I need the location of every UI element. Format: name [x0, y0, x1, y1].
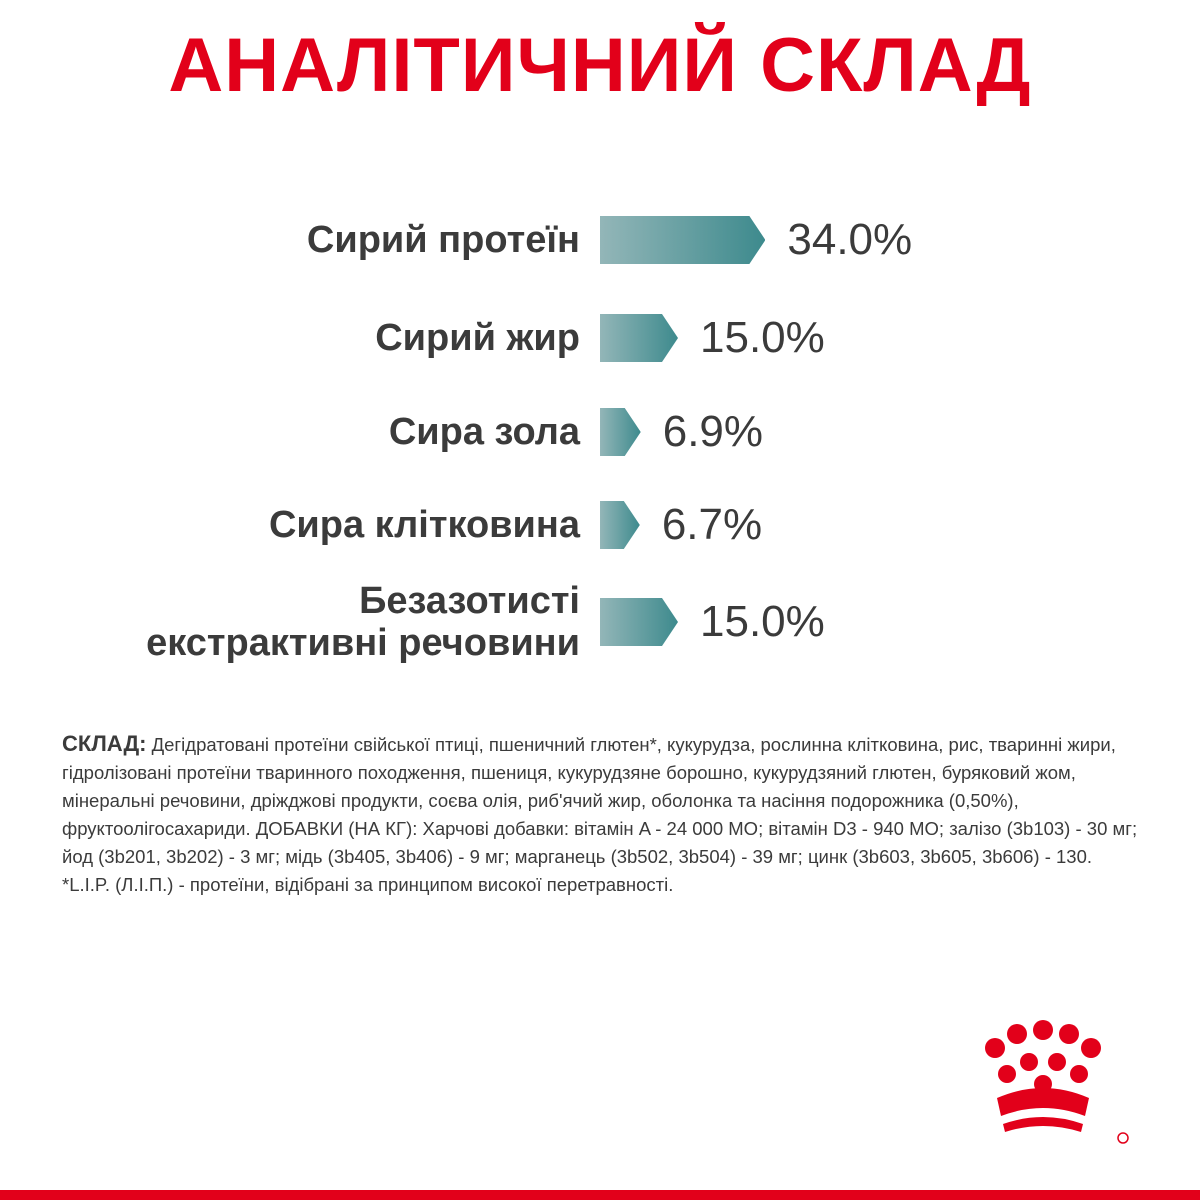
category-label: Сира зола: [388, 411, 580, 453]
logo: [985, 1020, 1129, 1144]
bar: [600, 314, 678, 362]
footer-bar: [0, 1190, 1200, 1200]
bar: [600, 216, 765, 264]
footnote: *L.I.P. (Л.І.П.) - протеїни, відібрані з…: [62, 874, 674, 895]
bar: [600, 501, 640, 549]
category-label: Сирий протеїн: [306, 219, 580, 261]
category-label: Сира клітковина: [268, 504, 580, 546]
composition-text: Дегідратовані протеїни свійської птиці, …: [62, 734, 1138, 867]
category-label: Сирий жир: [375, 317, 580, 359]
chart-title: АНАЛІТИЧНИЙ СКЛАД: [168, 23, 1032, 108]
value-label: 34.0%: [787, 215, 913, 264]
category-label: Безазотисті екстрактивні речовини: [146, 580, 580, 664]
value-label: 15.0%: [700, 597, 825, 646]
composition: СКЛАД: Дегідратовані протеїни свійської …: [62, 730, 1142, 899]
value-label: 15.0%: [700, 313, 825, 362]
value-label: 6.7%: [661, 500, 763, 549]
bar: [600, 408, 641, 456]
composition-label: СКЛАД:: [62, 731, 147, 756]
value-label: 6.9%: [662, 407, 764, 456]
bar: [600, 598, 678, 646]
